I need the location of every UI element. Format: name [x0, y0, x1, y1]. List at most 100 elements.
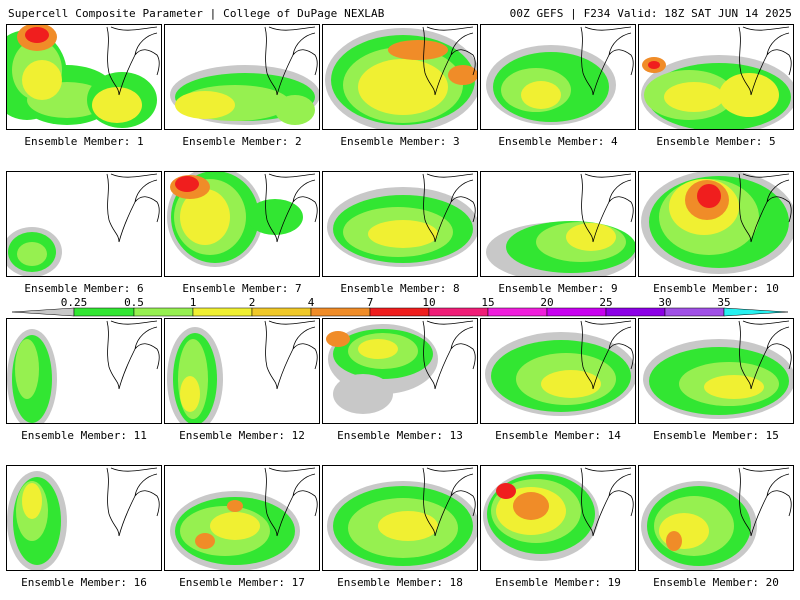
ensemble-member-panel: [6, 318, 162, 424]
scp-contour: [25, 27, 49, 43]
colorbar-level-label: 0.5: [124, 296, 144, 309]
ensemble-member-label: Ensemble Member: 20: [653, 576, 779, 589]
scp-contour: [22, 483, 42, 519]
colorbar-level-label: 4: [307, 296, 315, 309]
ensemble-member-panel: [164, 24, 320, 130]
scp-map: [641, 172, 793, 274]
coastline: [264, 467, 318, 537]
coastline: [580, 173, 634, 243]
scp-contour: [368, 220, 438, 248]
ensemble-member-label: Ensemble Member: 4: [498, 135, 618, 148]
scp-contour: [175, 91, 235, 119]
coastline: [264, 26, 318, 96]
colorbar-level-label: 0.25: [60, 296, 88, 309]
colorbar: [12, 307, 788, 317]
scp-map: [641, 467, 792, 570]
ensemble-member-label: Ensemble Member: 3: [340, 135, 460, 148]
scp-contour: [378, 511, 438, 541]
scp-map: [643, 320, 793, 419]
scp-map: [327, 173, 477, 267]
scp-map: [486, 26, 634, 125]
coastline: [738, 320, 792, 390]
scp-contour: [333, 374, 393, 414]
ensemble-member-label: Ensemble Member: 12: [179, 429, 305, 442]
scp-contour: [210, 512, 260, 540]
header-valid-time: 00Z GEFS | F234 Valid: 18Z SAT JUN 14 20…: [509, 7, 792, 20]
scp-contour: [666, 531, 682, 551]
ensemble-member-panel: [6, 24, 162, 130]
ensemble-member-label: Ensemble Member: 2: [182, 135, 302, 148]
colorbar-level-label: 25: [599, 296, 613, 309]
ensemble-member-label: Ensemble Member: 11: [21, 429, 147, 442]
scp-contour: [22, 60, 62, 100]
scp-contour: [275, 95, 315, 125]
scp-contour: [648, 61, 660, 69]
ensemble-member-panel: [638, 465, 794, 571]
scp-map: [485, 320, 635, 416]
coastline: [422, 320, 476, 390]
ensemble-member-panel: [164, 318, 320, 424]
scp-contour: [704, 375, 764, 399]
ensemble-member-label: Ensemble Member: 17: [179, 576, 305, 589]
colorbar-level-label: 20: [540, 296, 554, 309]
ensemble-member-label: Ensemble Member: 14: [495, 429, 621, 442]
scp-contour: [195, 533, 215, 549]
coastline: [106, 26, 160, 96]
scp-contour: [388, 40, 448, 60]
scp-contour: [180, 189, 230, 245]
scp-contour: [227, 500, 243, 512]
scp-contour: [175, 176, 199, 192]
ensemble-member-panel: [638, 318, 794, 424]
scp-map: [486, 173, 635, 276]
ensemble-member-panel: [322, 318, 478, 424]
coastline: [422, 467, 476, 537]
coastline: [738, 26, 792, 96]
ensemble-member-panel: [322, 465, 478, 571]
colorbar-segment: [428, 307, 489, 317]
header-title: Supercell Composite Parameter | College …: [8, 7, 385, 20]
coastline: [106, 173, 160, 243]
colorbar-segment: [73, 307, 135, 317]
scp-contour: [496, 483, 516, 499]
scp-map: [7, 173, 160, 276]
ensemble-member-panel: [6, 465, 162, 571]
scp-map: [170, 26, 319, 125]
ensemble-member-panel: [322, 171, 478, 277]
scp-map: [325, 26, 477, 129]
scp-contour: [17, 242, 47, 266]
scp-map: [167, 320, 318, 423]
scp-map: [641, 26, 793, 129]
scp-contour: [566, 223, 616, 251]
ensemble-member-label: Ensemble Member: 10: [653, 282, 779, 295]
scp-contour: [180, 376, 200, 412]
scp-contour: [719, 73, 779, 117]
ensemble-member-label: Ensemble Member: 8: [340, 282, 460, 295]
colorbar-level-label: 35: [717, 296, 731, 309]
ensemble-member-label: Ensemble Member: 7: [182, 282, 302, 295]
coastline: [580, 26, 634, 96]
scp-map: [327, 467, 477, 570]
ensemble-member-panel: [638, 171, 794, 277]
ensemble-member-panel: [164, 171, 320, 277]
ensemble-member-label: Ensemble Member: 13: [337, 429, 463, 442]
coastline: [422, 26, 476, 96]
colorbar-segment: [369, 307, 430, 317]
ensemble-member-panel: [480, 24, 636, 130]
ensemble-member-panel: [638, 24, 794, 130]
ensemble-member-label: Ensemble Member: 6: [24, 282, 144, 295]
ensemble-member-panel: [480, 318, 636, 424]
scp-contour: [15, 339, 39, 399]
colorbar-segment: [605, 307, 666, 317]
scp-contour: [92, 87, 142, 123]
colorbar-level-label: 30: [658, 296, 672, 309]
ensemble-member-label: Ensemble Member: 15: [653, 429, 779, 442]
ensemble-member-label: Ensemble Member: 9: [498, 282, 618, 295]
coastline: [106, 320, 160, 390]
scp-contour: [326, 331, 350, 347]
scp-map: [483, 467, 634, 561]
scp-map: [167, 172, 318, 267]
scp-contour: [513, 492, 549, 520]
colorbar-segment: [133, 307, 194, 317]
scp-map: [7, 320, 160, 423]
scp-contour: [664, 82, 724, 112]
